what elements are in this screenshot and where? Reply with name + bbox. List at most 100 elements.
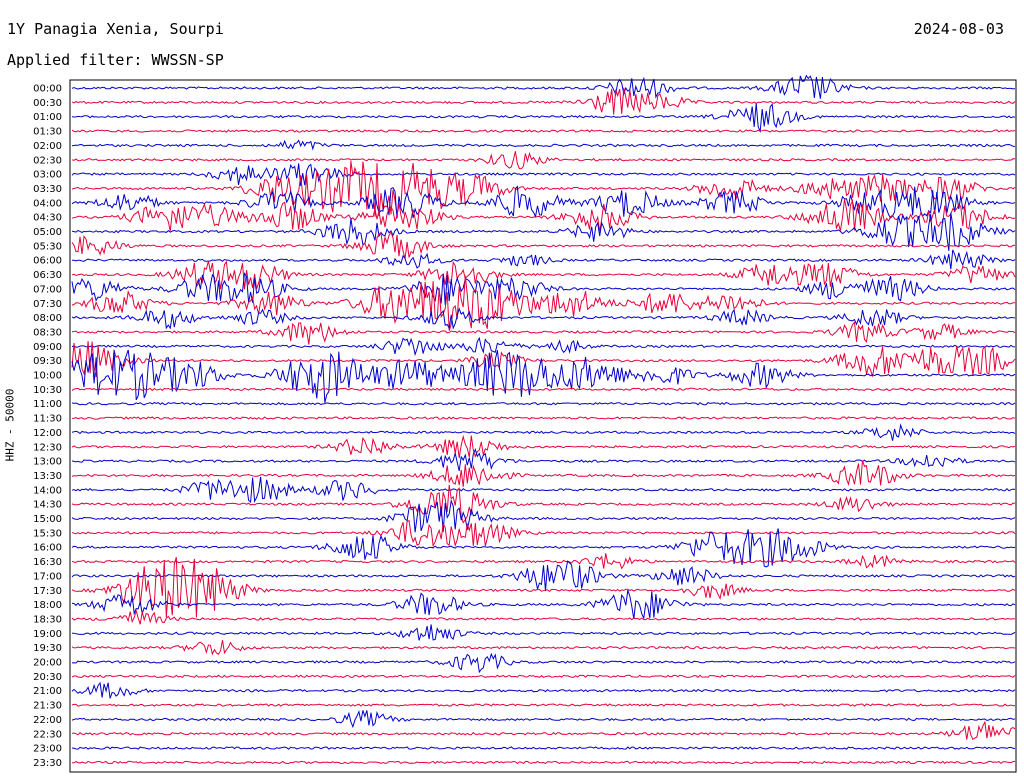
trace-row — [71, 416, 1016, 420]
trace-row — [71, 151, 1016, 170]
trace-row — [71, 185, 1016, 219]
trace-row — [71, 199, 1016, 232]
trace-row — [71, 349, 1016, 403]
row-time-label: 20:00 — [33, 658, 62, 669]
trace-row — [71, 484, 1016, 524]
trace-row — [71, 519, 1016, 548]
trace-row — [71, 553, 1016, 570]
trace-row — [71, 401, 1016, 406]
row-time-label: 10:00 — [33, 371, 62, 382]
row-time-label: 14:00 — [33, 485, 62, 496]
trace-row — [71, 448, 1016, 472]
row-time-label: 06:00 — [33, 256, 62, 267]
date-label: 2024-08-03 — [913, 20, 1004, 38]
row-time-label: 01:00 — [33, 112, 62, 123]
row-time-label: 18:00 — [33, 600, 62, 611]
row-time-label: 19:00 — [33, 629, 62, 640]
row-time-label: 06:30 — [33, 270, 62, 281]
trace-row — [71, 709, 1016, 729]
row-time-label: 18:30 — [33, 614, 62, 625]
row-time-label: 02:00 — [33, 141, 62, 152]
trace-row — [71, 476, 1016, 504]
filter-label: Applied filter: WWSSN-SP — [7, 51, 224, 69]
row-time-label: 13:00 — [33, 457, 62, 468]
trace-row — [71, 423, 1016, 441]
station-title: 1Y Panagia Xenia, Sourpi — [7, 20, 224, 38]
trace-row — [71, 307, 1016, 330]
trace-row — [71, 720, 1016, 741]
trace-row — [71, 341, 1016, 378]
row-time-label: 21:30 — [33, 701, 62, 712]
trace-row — [71, 336, 1016, 357]
trace-row — [71, 272, 1016, 305]
row-time-label: 03:00 — [33, 170, 62, 181]
row-time-label: 08:00 — [33, 313, 62, 324]
row-time-label: 20:30 — [33, 672, 62, 683]
row-time-label: 19:30 — [33, 643, 62, 654]
row-time-label: 17:00 — [33, 571, 62, 582]
row-time-label: 00:00 — [33, 84, 62, 95]
trace-row — [71, 681, 1016, 699]
row-time-label: 22:30 — [33, 729, 62, 740]
row-time-label: 09:30 — [33, 356, 62, 367]
trace-row — [71, 249, 1016, 270]
row-time-label: 04:30 — [33, 213, 62, 224]
row-time-label: 11:30 — [33, 414, 62, 425]
trace-row — [71, 703, 1016, 707]
trace-row — [71, 139, 1016, 151]
trace-row — [71, 212, 1016, 251]
trace-row — [71, 161, 1016, 217]
trace-row — [71, 230, 1016, 259]
row-time-label: 00:30 — [33, 98, 62, 109]
row-time-label: 15:00 — [33, 514, 62, 525]
trace-row — [71, 528, 1016, 568]
row-time-label: 05:30 — [33, 241, 62, 252]
plot-frame — [69, 79, 1017, 773]
trace-row — [71, 590, 1016, 620]
trace-row — [71, 674, 1016, 679]
row-time-label: 07:00 — [33, 284, 62, 295]
trace-row — [71, 129, 1016, 133]
row-time-label: 12:30 — [33, 442, 62, 453]
trace-row — [71, 87, 1016, 115]
row-time-label: 21:00 — [33, 686, 62, 697]
row-time-label: 23:00 — [33, 744, 62, 755]
row-time-label: 14:30 — [33, 500, 62, 511]
row-time-label: 07:30 — [33, 299, 62, 310]
trace-row — [71, 556, 1016, 618]
row-time-label: 12:00 — [33, 428, 62, 439]
trace-row — [71, 460, 1016, 487]
trace-row — [71, 434, 1016, 459]
trace-row — [71, 387, 1016, 392]
row-time-label: 04:00 — [33, 198, 62, 209]
trace-row — [71, 275, 1015, 331]
trace-row — [71, 560, 1016, 592]
row-time-label: 08:30 — [33, 327, 62, 338]
trace-row — [71, 760, 1016, 765]
row-time-label: 15:30 — [33, 528, 62, 539]
trace-row — [71, 321, 1016, 345]
row-time-label: 11:00 — [33, 399, 62, 410]
row-time-label: 10:30 — [33, 385, 62, 396]
row-time-label: 05:00 — [33, 227, 62, 238]
row-time-label: 16:00 — [33, 543, 62, 554]
trace-row — [71, 609, 1016, 625]
row-time-label: 03:30 — [33, 184, 62, 195]
trace-row — [71, 103, 1016, 134]
trace-row — [71, 163, 1016, 186]
trace-row — [71, 640, 1016, 656]
row-time-label: 16:30 — [33, 557, 62, 568]
row-time-label: 02:30 — [33, 155, 62, 166]
trace-row — [71, 74, 1016, 99]
trace-row — [71, 260, 1016, 290]
row-time-label: 09:00 — [33, 342, 62, 353]
row-time-label: 17:30 — [33, 586, 62, 597]
row-time-label: 23:30 — [33, 758, 62, 769]
trace-row — [71, 652, 1016, 674]
trace-row — [71, 746, 1016, 750]
row-time-label: 22:00 — [33, 715, 62, 726]
row-time-label: 01:30 — [33, 127, 62, 138]
trace-row — [71, 624, 1016, 641]
row-time-label: 13:30 — [33, 471, 62, 482]
